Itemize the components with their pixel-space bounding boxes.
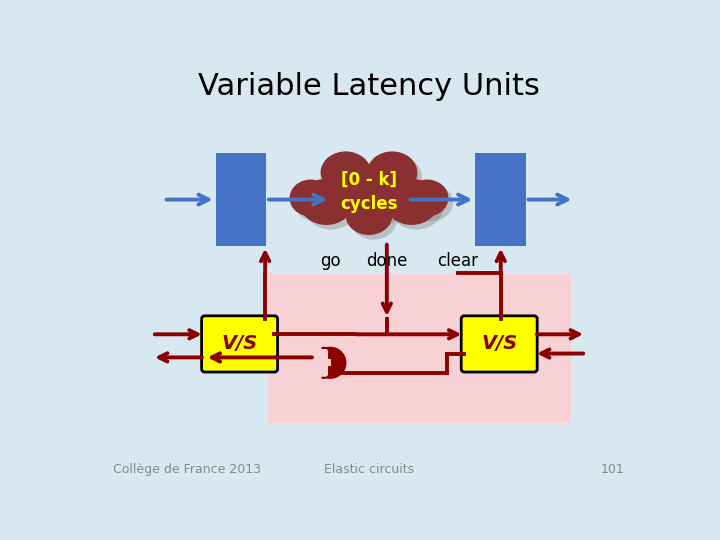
- FancyBboxPatch shape: [462, 316, 537, 372]
- Ellipse shape: [351, 201, 397, 240]
- Ellipse shape: [320, 151, 371, 194]
- Text: V/S: V/S: [222, 334, 258, 353]
- Text: 101: 101: [601, 463, 625, 476]
- FancyBboxPatch shape: [215, 153, 266, 246]
- Text: Elastic circuits: Elastic circuits: [324, 463, 414, 476]
- Ellipse shape: [300, 179, 354, 225]
- Ellipse shape: [304, 184, 358, 230]
- Ellipse shape: [410, 184, 453, 221]
- Ellipse shape: [372, 156, 422, 198]
- Ellipse shape: [346, 197, 392, 235]
- Text: done: done: [366, 252, 408, 270]
- Polygon shape: [322, 347, 346, 378]
- Text: Collège de France 2013: Collège de France 2013: [113, 463, 261, 476]
- Bar: [269, 273, 570, 423]
- FancyBboxPatch shape: [475, 153, 526, 246]
- Ellipse shape: [334, 165, 404, 223]
- Ellipse shape: [294, 184, 337, 221]
- Ellipse shape: [339, 170, 408, 228]
- Text: Variable Latency Units: Variable Latency Units: [198, 72, 540, 101]
- Ellipse shape: [389, 184, 444, 230]
- Text: V/S: V/S: [481, 334, 518, 353]
- Text: clear: clear: [438, 252, 479, 270]
- Ellipse shape: [384, 179, 438, 225]
- Ellipse shape: [406, 179, 449, 217]
- Ellipse shape: [325, 156, 376, 198]
- Text: [0 - k]
cycles: [0 - k] cycles: [341, 171, 397, 213]
- Text: go: go: [320, 252, 341, 270]
- Ellipse shape: [367, 151, 418, 194]
- Ellipse shape: [289, 179, 332, 217]
- FancyBboxPatch shape: [202, 316, 277, 372]
